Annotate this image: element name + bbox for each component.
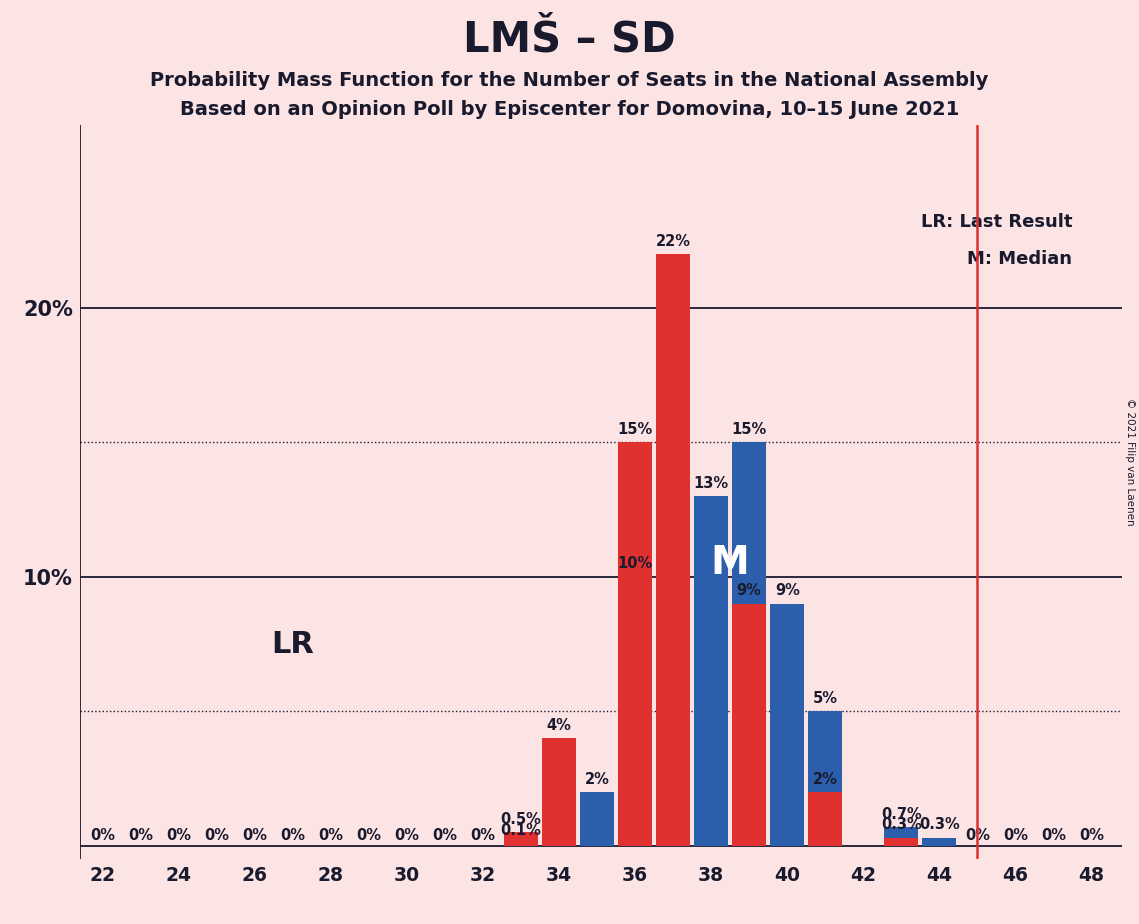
- Text: 0.1%: 0.1%: [500, 822, 541, 838]
- Text: 0%: 0%: [128, 828, 153, 844]
- Bar: [503, 844, 538, 845]
- Text: 4%: 4%: [547, 718, 572, 733]
- Text: LR: LR: [271, 629, 314, 659]
- Bar: [808, 792, 843, 845]
- Bar: [732, 603, 767, 845]
- Text: © 2021 Filip van Laenen: © 2021 Filip van Laenen: [1125, 398, 1134, 526]
- Bar: [656, 254, 690, 845]
- Text: 10%: 10%: [617, 556, 653, 571]
- Text: Probability Mass Function for the Number of Seats in the National Assembly: Probability Mass Function for the Number…: [150, 71, 989, 90]
- Text: 15%: 15%: [731, 422, 767, 437]
- Text: 0%: 0%: [243, 828, 268, 844]
- Text: 0%: 0%: [280, 828, 305, 844]
- Text: 0%: 0%: [357, 828, 382, 844]
- Bar: [884, 827, 918, 845]
- Text: 13%: 13%: [694, 476, 729, 491]
- Bar: [694, 496, 728, 845]
- Text: 0%: 0%: [394, 828, 419, 844]
- Text: LR: Last Result: LR: Last Result: [921, 213, 1073, 231]
- Text: 0%: 0%: [166, 828, 191, 844]
- Text: 0.3%: 0.3%: [919, 818, 960, 833]
- Text: M: Median: M: Median: [967, 250, 1073, 268]
- Bar: [732, 443, 767, 845]
- Text: 0%: 0%: [1041, 828, 1066, 844]
- Text: 2%: 2%: [584, 772, 609, 786]
- Text: 0.7%: 0.7%: [880, 807, 921, 821]
- Text: 0%: 0%: [1003, 828, 1027, 844]
- Text: 0%: 0%: [318, 828, 343, 844]
- Text: 0.3%: 0.3%: [880, 818, 921, 833]
- Bar: [618, 577, 653, 845]
- Text: 0%: 0%: [204, 828, 229, 844]
- Text: 0%: 0%: [965, 828, 990, 844]
- Bar: [542, 738, 576, 845]
- Bar: [923, 838, 957, 845]
- Bar: [618, 443, 653, 845]
- Text: 9%: 9%: [775, 583, 800, 599]
- Text: 0%: 0%: [470, 828, 495, 844]
- Bar: [808, 711, 843, 845]
- Text: 2%: 2%: [813, 772, 837, 786]
- Text: 0%: 0%: [1079, 828, 1104, 844]
- Text: 22%: 22%: [656, 234, 690, 249]
- Bar: [770, 603, 804, 845]
- Bar: [884, 838, 918, 845]
- Text: 5%: 5%: [813, 691, 838, 706]
- Bar: [580, 792, 614, 845]
- Text: LMŠ – SD: LMŠ – SD: [464, 18, 675, 61]
- Text: Based on an Opinion Poll by Episcenter for Domovina, 10–15 June 2021: Based on an Opinion Poll by Episcenter f…: [180, 100, 959, 118]
- Text: 15%: 15%: [617, 422, 653, 437]
- Text: 0%: 0%: [433, 828, 458, 844]
- Bar: [503, 833, 538, 845]
- Text: 0%: 0%: [90, 828, 115, 844]
- Text: M: M: [711, 544, 749, 582]
- Text: 0.5%: 0.5%: [500, 812, 541, 827]
- Text: 9%: 9%: [737, 583, 762, 599]
